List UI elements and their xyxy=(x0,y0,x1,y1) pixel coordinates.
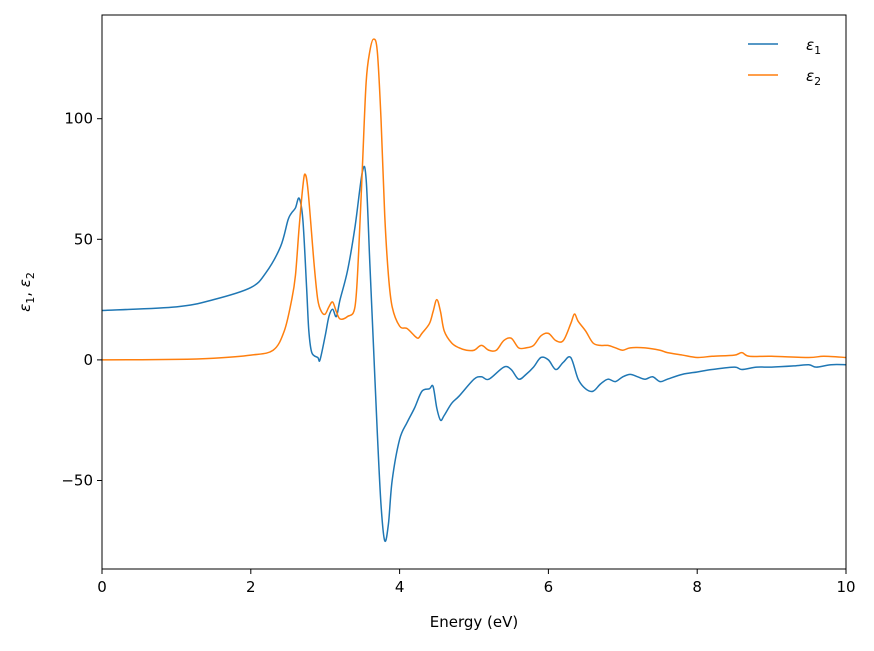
plot-frame xyxy=(101,14,847,570)
series-line-eps2 xyxy=(102,38,846,361)
y-tick-label: −50 xyxy=(61,471,93,489)
x-tick-label: 0 xyxy=(97,578,107,596)
y-axis: −50 0 50 100 xyxy=(61,110,102,489)
y-axis-label: ε1, ε2 xyxy=(16,272,37,312)
series-line-eps1 xyxy=(102,165,846,543)
x-tick-label: 8 xyxy=(692,578,702,596)
y-tick-label: 50 xyxy=(74,230,93,248)
x-axis-label: Energy (eV) xyxy=(430,613,518,631)
x-tick-label: 6 xyxy=(544,578,554,596)
legend-label-eps2: ε2 xyxy=(806,67,821,88)
legend: ε1 ε2 xyxy=(748,36,821,88)
x-tick-label: 2 xyxy=(246,578,256,596)
legend-label-eps1: ε1 xyxy=(806,36,821,57)
x-tick-label: 10 xyxy=(836,578,855,596)
plot-lines xyxy=(102,38,846,543)
x-axis: 0 2 4 6 8 10 xyxy=(97,569,856,596)
y-tick-label: 0 xyxy=(83,351,93,369)
y-tick-label: 100 xyxy=(64,110,93,128)
x-tick-label: 4 xyxy=(395,578,405,596)
